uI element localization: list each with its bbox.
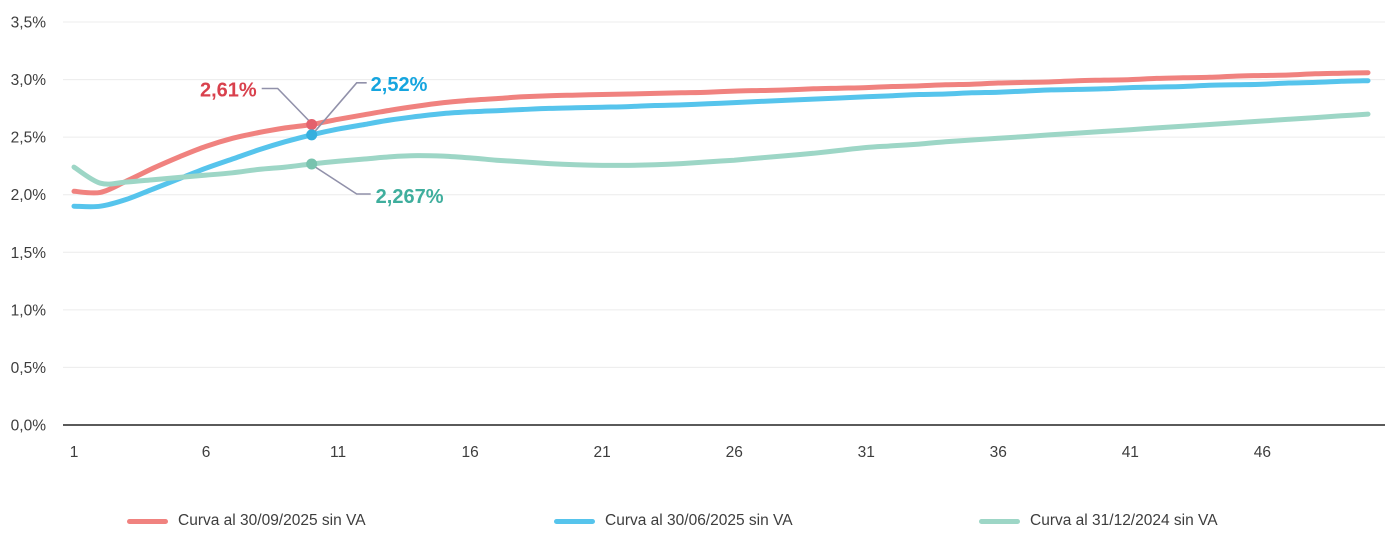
y-axis-tick-label: 1,0% [11,302,47,319]
y-axis-tick-label: 2,5% [11,130,47,147]
x-axis-tick-label: 46 [1254,444,1271,461]
y-axis-tick-label: 3,5% [11,15,47,32]
legend-swatch-green-line [979,518,1020,524]
annotation-value-label: 2,52% [371,74,428,96]
legend-swatch-red-line [127,518,168,524]
series-line-curva-31-12-2024[interactable] [71,111,1371,187]
legend-label: Curva al 30/09/2025 sin VA [178,512,366,529]
x-axis-tick-label: 11 [330,444,346,461]
data-point-marker-curva-30-09-2025[interactable] [306,118,318,130]
x-axis-tick-label: 6 [202,444,211,461]
x-axis-tick-label: 16 [461,444,478,461]
x-axis-tick-label: 1 [70,444,79,461]
legend-swatch-blue-line [554,518,595,524]
annotation-value-label: 2,267% [376,186,444,208]
y-axis-tick-label: 3,0% [11,72,47,89]
annotation-value-label: 2,61% [200,79,257,101]
legend-label: Curva al 31/12/2024 sin VA [1030,512,1218,529]
x-axis-tick-label: 31 [858,444,875,461]
y-axis-tick-label: 0,0% [11,418,47,435]
x-axis-tick-label: 36 [990,444,1007,461]
data-point-marker-curva-30-06-2025[interactable] [306,129,318,141]
x-axis-tick-label: 26 [726,444,743,461]
legend-item-curva-30-09-2025[interactable]: Curva al 30/09/2025 sin VA [127,512,366,530]
annotation-connector [313,82,367,134]
y-axis-tick-label: 0,5% [11,360,47,377]
legend-item-curva-30-06-2025[interactable]: Curva al 30/06/2025 sin VA [554,512,793,530]
legend-item-curva-31-12-2024[interactable]: Curva al 31/12/2024 sin VA [979,512,1218,530]
x-axis-tick-label: 21 [594,444,611,461]
series-line-curva-30-09-2025[interactable] [71,70,1371,196]
legend-label: Curva al 30/06/2025 sin VA [605,512,793,529]
chart-canvas: 0,0%0,5%1,0%1,5%2,0%2,5%3,0%3,5%1 6 11 16 21… [11,15,1385,461]
y-axis-tick-label: 2,0% [11,187,47,204]
x-axis-tick-label: 41 [1122,444,1139,461]
annotation-connector [313,165,371,195]
data-point-marker-curva-31-12-2024[interactable] [306,158,318,170]
y-axis-tick-label: 1,5% [11,245,47,262]
chart-legend: Curva al 30/09/2025 sin VA Curva al 30/0… [0,0,1394,529]
annotation-connector [261,87,311,123]
series-line-curva-30-06-2025[interactable] [71,78,1371,210]
